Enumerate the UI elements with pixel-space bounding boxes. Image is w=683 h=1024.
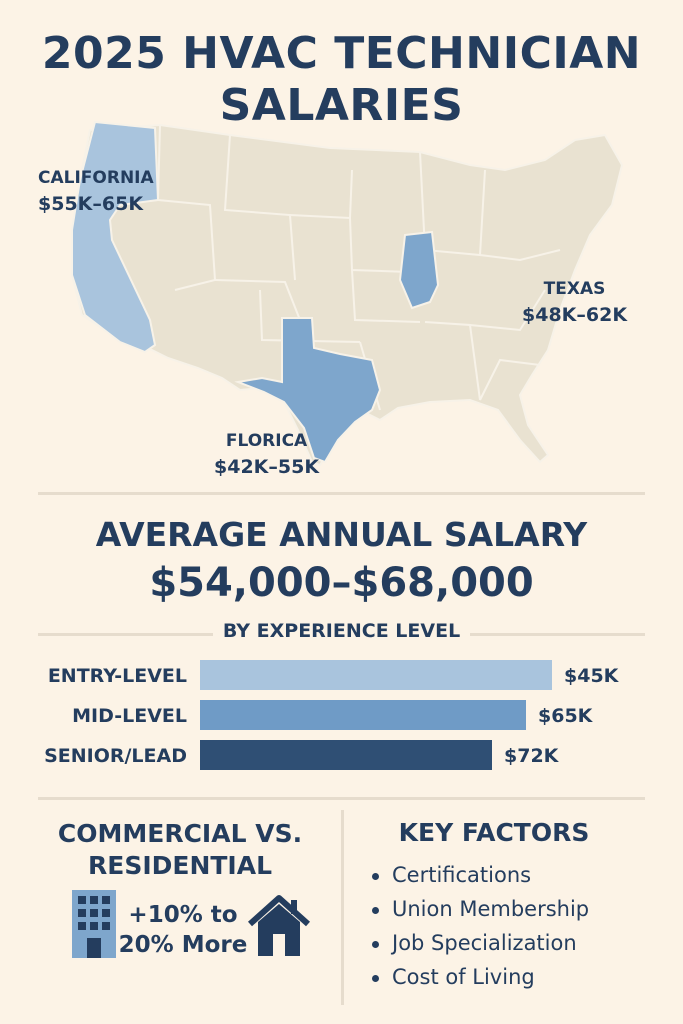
key-factors-title: KEY FACTORS bbox=[398, 818, 590, 847]
bar-value-label: $72K bbox=[504, 745, 560, 767]
state-name-texas: TEXAS bbox=[543, 279, 606, 299]
average-salary-label: AVERAGE ANNUAL SALARY bbox=[95, 515, 588, 554]
state-range-texas: $48K–62K bbox=[522, 304, 628, 326]
state-name-florida: FLORICA bbox=[225, 431, 308, 451]
bar-category-label: MID-LEVEL bbox=[72, 705, 187, 727]
bar-category-label: ENTRY-LEVEL bbox=[48, 665, 187, 687]
experience-bar-chart: ENTRY-LEVEL $45K MID-LEVEL $65K SENIOR/LEAD $… bbox=[44, 660, 620, 770]
bar bbox=[200, 740, 492, 770]
cr-value-line-2: 20% More bbox=[118, 932, 248, 958]
state-range-california: $55K–65K bbox=[38, 193, 144, 215]
chart-title: BY EXPERIENCE LEVEL bbox=[212, 620, 471, 642]
map-label-florida: FLORICA $42K–55K bbox=[214, 428, 319, 480]
key-factor-item: Union Membership bbox=[370, 892, 589, 926]
key-factor-item: Job Specialization bbox=[370, 926, 589, 960]
bar-value-label: $45K bbox=[564, 665, 620, 687]
bar-value-label: $65K bbox=[538, 705, 594, 727]
title-line-1: 2025 HVAC TECHNICIAN bbox=[41, 28, 642, 79]
bar bbox=[200, 700, 526, 730]
cr-title-line-2: RESIDENTIAL bbox=[87, 851, 273, 880]
page-title: 2025 HVAC TECHNICIAN SALARIES bbox=[0, 28, 683, 132]
cr-title-line-1: COMMERCIAL VS. bbox=[57, 819, 303, 848]
map-label-texas: TEXAS $48K–62K bbox=[522, 276, 627, 328]
state-range-florida: $42K–55K bbox=[214, 456, 320, 478]
bar-category-label: SENIOR/LEAD bbox=[44, 745, 187, 767]
experience-heading: BY EXPERIENCE LEVEL bbox=[0, 620, 683, 642]
map-label-california: CALIFORNIA $55K–65K bbox=[38, 165, 154, 217]
divider-bottom bbox=[38, 797, 645, 800]
california-highlight bbox=[71, 120, 160, 354]
commercial-residential-title: COMMERCIAL VS. RESIDENTIAL bbox=[30, 818, 330, 882]
divider-top bbox=[38, 492, 645, 495]
house-icon bbox=[247, 895, 311, 956]
commercial-premium: +10% to 20% More bbox=[113, 900, 253, 960]
office-building-icon bbox=[72, 890, 116, 958]
divider-vertical bbox=[341, 810, 344, 1005]
texas-highlight bbox=[234, 317, 382, 464]
state-name-california: CALIFORNIA bbox=[38, 168, 154, 188]
illinois-highlight bbox=[398, 230, 440, 310]
us-map bbox=[71, 120, 624, 467]
key-factors-list: Certifications Union Membership Job Spec… bbox=[370, 858, 589, 994]
key-factor-item: Certifications bbox=[370, 858, 589, 892]
key-factor-item: Cost of Living bbox=[370, 960, 589, 994]
bar bbox=[200, 660, 552, 690]
average-salary-value: $54,000–$68,000 bbox=[149, 560, 534, 606]
title-line-2: SALARIES bbox=[219, 80, 464, 131]
cr-value-line-1: +10% to bbox=[128, 902, 238, 928]
